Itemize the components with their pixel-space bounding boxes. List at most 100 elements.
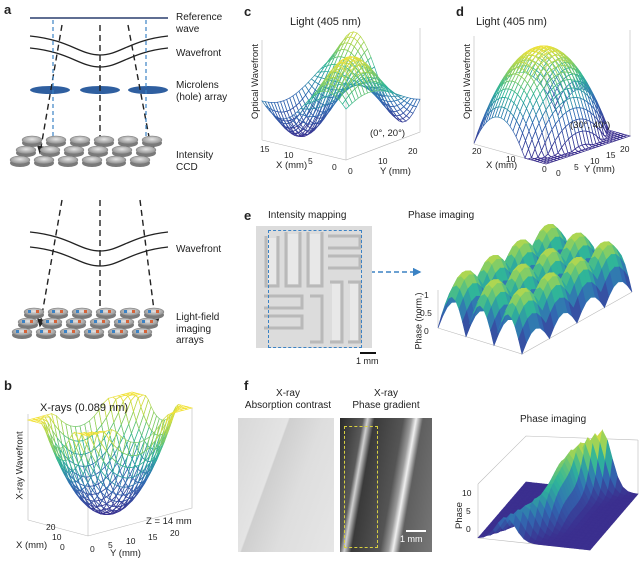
pixel-color bbox=[24, 330, 27, 333]
intensity-map-pattern bbox=[256, 226, 372, 348]
pixel-color bbox=[28, 310, 31, 313]
panel-d-xtick: 0 bbox=[542, 164, 547, 174]
panel-f-scalebar-label: 1 mm bbox=[400, 534, 423, 544]
panel-f-gradient-title: X-ray Phase gradient bbox=[352, 388, 420, 411]
microlens-label: Microlens (hole) array bbox=[176, 80, 228, 103]
pixel-color bbox=[76, 310, 79, 313]
panel-e-intensity-title: Intensity mapping bbox=[268, 210, 347, 221]
panel-c-title: Light (405 nm) bbox=[290, 16, 361, 28]
surface-cell bbox=[412, 98, 421, 108]
pixel-color bbox=[46, 320, 49, 323]
pixel-color bbox=[84, 310, 87, 313]
panel-d-label: d bbox=[456, 4, 464, 19]
panel-e-phase-title: Phase imaging bbox=[408, 210, 475, 221]
pixel bbox=[15, 145, 37, 155]
intensity-ccd-label: Intensity CCD bbox=[176, 150, 214, 173]
pixel-color bbox=[96, 330, 99, 333]
surface-cell bbox=[623, 270, 633, 293]
panel-d-ytick: 5 bbox=[574, 162, 579, 172]
panel-c-ytick: 20 bbox=[408, 146, 418, 156]
surface-cell bbox=[630, 492, 639, 497]
panel-b-xtick: 10 bbox=[52, 532, 62, 542]
panel-b-label: b bbox=[4, 378, 12, 393]
pixel-color bbox=[54, 320, 57, 323]
pixel bbox=[129, 155, 151, 165]
panel-f-scalebar bbox=[406, 530, 426, 532]
absorption-contrast-image bbox=[238, 418, 334, 552]
pixel-color bbox=[132, 310, 135, 313]
light-field-label: Light-field imaging arrays bbox=[176, 312, 220, 346]
pixel bbox=[111, 145, 133, 155]
panel-f-ztick: 5 bbox=[466, 506, 471, 516]
panel-f-phase-title: Phase imaging bbox=[520, 414, 587, 425]
pixel-color bbox=[48, 330, 51, 333]
pixel-color bbox=[102, 320, 105, 323]
pixel-color bbox=[156, 310, 159, 313]
panel-b-ytick: 0 bbox=[90, 544, 95, 554]
panel-f-ztick: 10 bbox=[462, 488, 472, 498]
panel-c-ylabel: Y (mm) bbox=[380, 166, 411, 177]
panel-c-xlabel: X (mm) bbox=[276, 160, 308, 171]
pixel bbox=[9, 155, 31, 165]
pixel bbox=[87, 145, 109, 155]
light-field-array bbox=[11, 307, 165, 339]
pixel bbox=[63, 145, 85, 155]
panel-e-scalebar-label: 1 mm bbox=[356, 356, 379, 366]
pixel-color bbox=[118, 320, 121, 323]
pixel bbox=[69, 135, 91, 145]
pixel-color bbox=[150, 320, 153, 323]
ray-arrow bbox=[127, 24, 155, 155]
panel-d-ytick: 10 bbox=[590, 156, 600, 166]
panel-c-view: (0°, 20°) bbox=[370, 128, 406, 139]
surface-cell bbox=[183, 406, 194, 410]
pixel-color bbox=[70, 320, 73, 323]
panel-c-ytick: 10 bbox=[378, 156, 388, 166]
panel-b-note: Z = 14 mm bbox=[146, 516, 192, 527]
wavefront-label-1: Wavefront bbox=[176, 48, 222, 59]
ray-arrow bbox=[37, 199, 63, 328]
panel-b-ytick: 15 bbox=[148, 532, 158, 542]
ray-arrow bbox=[139, 199, 160, 328]
pixel bbox=[39, 145, 61, 155]
panel-d-ytick: 20 bbox=[620, 144, 630, 154]
pixel-color bbox=[120, 330, 123, 333]
panel-d-xtick: 10 bbox=[506, 154, 516, 164]
pixel-color bbox=[22, 320, 25, 323]
panel-b-xtick: 20 bbox=[46, 522, 56, 532]
pixel-color bbox=[148, 310, 151, 313]
phase-gradient-image: 1 mm bbox=[340, 418, 432, 552]
panel-e-ztick: 0 bbox=[424, 326, 429, 336]
pixel bbox=[93, 135, 115, 145]
wavefront-label-2: Wavefront bbox=[176, 244, 222, 255]
panel-d-ytick: 0 bbox=[556, 168, 561, 178]
pixel-color bbox=[136, 330, 139, 333]
intensity-map-image bbox=[256, 226, 372, 348]
pixel-color bbox=[100, 310, 103, 313]
panel-b-ytick: 5 bbox=[108, 540, 113, 550]
pixel-color bbox=[36, 310, 39, 313]
pixel-color bbox=[40, 330, 43, 333]
pixel-color bbox=[124, 310, 127, 313]
panel-d-xlabel: X (mm) bbox=[486, 160, 518, 171]
pixel bbox=[105, 155, 127, 165]
pixel bbox=[45, 135, 67, 145]
panel-d-view: (30°, 40°) bbox=[570, 120, 611, 131]
panel-b-title: X-rays (0.089 nm) bbox=[40, 402, 129, 414]
panel-d-xtick: 20 bbox=[472, 146, 482, 156]
panel-c-xtick: 5 bbox=[308, 156, 313, 166]
pixel bbox=[117, 135, 139, 145]
panel-b-ylabel: Y (mm) bbox=[110, 548, 141, 559]
reference-wave-label: Reference wave bbox=[176, 12, 223, 35]
pixel-color bbox=[94, 320, 97, 323]
panel-e-label: e bbox=[244, 208, 252, 223]
pixel-color bbox=[16, 330, 19, 333]
panel-e-ztick: 1 bbox=[424, 290, 429, 300]
pixel-color bbox=[142, 320, 145, 323]
pixel-color bbox=[64, 330, 67, 333]
surface-cell bbox=[622, 134, 632, 138]
